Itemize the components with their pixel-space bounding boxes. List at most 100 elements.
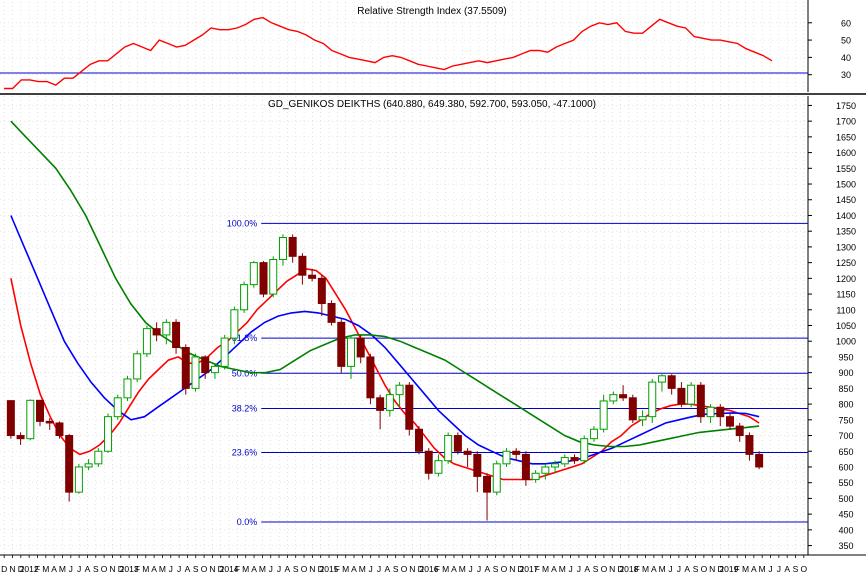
x-tick-label: F: [735, 564, 740, 574]
candle-down: [512, 448, 521, 461]
candle-body: [94, 450, 103, 465]
x-tick-label: D: [1, 564, 7, 574]
candle-body: [16, 435, 25, 440]
candle-body: [706, 406, 715, 418]
candle-body: [6, 400, 15, 437]
candle-down: [317, 275, 326, 317]
x-tick-label: O: [201, 564, 208, 574]
candle-body: [385, 394, 394, 411]
x-tick-label: N: [509, 564, 515, 574]
x-tick-label: M: [159, 564, 166, 574]
candle-down: [36, 399, 45, 427]
candle-up: [230, 306, 239, 345]
moving-averages: [10, 120, 760, 481]
candle-down: [16, 432, 25, 445]
candle-body: [512, 450, 521, 455]
x-tick-label: M: [542, 564, 549, 574]
price-tick-label: 1500: [836, 180, 856, 190]
price-tick-label: 750: [838, 415, 853, 425]
candle-body: [376, 397, 385, 411]
candle-body: [230, 309, 239, 339]
price-tick-label: 1350: [836, 227, 856, 237]
x-tick-label: S: [593, 564, 599, 574]
candle-body: [551, 463, 560, 468]
x-tick-label: O: [101, 564, 108, 574]
x-tick-label: N: [609, 564, 615, 574]
candle-body: [259, 262, 268, 295]
price-tick-label: 1250: [836, 258, 856, 268]
x-tick-label: M: [759, 564, 766, 574]
candle-body: [424, 450, 433, 474]
candle-body: [638, 416, 647, 421]
candle-up: [492, 460, 501, 496]
x-tick-label: M: [459, 564, 466, 574]
candle-body: [133, 353, 142, 380]
candle-body: [366, 356, 375, 399]
candle-down: [424, 448, 433, 480]
candle-body: [444, 435, 453, 462]
candle-body: [356, 337, 365, 358]
x-tick-label: J: [169, 564, 173, 574]
x-tick-label: 2016: [420, 564, 439, 574]
candle-body: [755, 453, 764, 468]
x-tick-label: F: [535, 564, 540, 574]
x-tick-label: J: [568, 564, 572, 574]
x-tick-label: M: [642, 564, 649, 574]
candle-body: [628, 397, 637, 421]
candle-down: [327, 300, 336, 326]
price-tick-label: 1750: [836, 101, 856, 111]
candle-body: [308, 274, 317, 279]
x-tick-label: S: [93, 564, 99, 574]
x-tick-label: J: [469, 564, 473, 574]
candle-body: [55, 422, 64, 437]
candle-down: [696, 382, 705, 423]
x-tick-label: M: [659, 564, 666, 574]
candle-body: [492, 463, 501, 493]
candle-up: [94, 448, 103, 467]
x-tick-label: S: [193, 564, 199, 574]
candle-down: [259, 261, 268, 298]
moving-average-red: [10, 268, 760, 481]
x-tick-label: O: [401, 564, 408, 574]
candle-body: [677, 387, 686, 405]
candle-body: [249, 262, 258, 286]
candle-body: [502, 450, 511, 465]
candle-body: [531, 472, 540, 481]
candle-down: [55, 421, 64, 439]
moving-average-green: [10, 120, 760, 448]
x-tick-label: 2015: [320, 564, 339, 574]
candle-down: [735, 422, 744, 442]
x-tick-label: F: [35, 564, 40, 574]
x-tick-label: A: [784, 564, 790, 574]
candle-up: [123, 375, 132, 401]
candle-body: [609, 394, 618, 402]
x-tick-label: M: [242, 564, 249, 574]
x-tick-label: F: [235, 564, 240, 574]
fib-level-label: 50.0%: [232, 368, 258, 378]
x-tick-label: S: [693, 564, 699, 574]
x-tick-label: A: [551, 564, 557, 574]
x-tick-label: 2018: [619, 564, 638, 574]
candle-up: [657, 374, 666, 392]
x-tick-label: M: [259, 564, 266, 574]
candle-down: [473, 451, 482, 493]
candle-up: [609, 391, 618, 405]
candle-up: [113, 394, 122, 420]
candle-body: [346, 337, 355, 367]
candle-body: [667, 375, 676, 389]
price-tick-label: 900: [838, 368, 853, 378]
x-tick-label: M: [359, 564, 366, 574]
candle-down: [45, 418, 54, 430]
x-tick-label: D: [318, 564, 324, 574]
price-tick-label: 1000: [836, 337, 856, 347]
price-tick-label: 1150: [836, 290, 855, 300]
x-tick-label: O: [701, 564, 708, 574]
candle-body: [589, 428, 598, 440]
candle-down: [181, 344, 190, 395]
candle-up: [531, 470, 540, 483]
candle-up: [687, 382, 696, 408]
fib-level-label: 0.0%: [237, 517, 258, 527]
candle-up: [502, 448, 511, 467]
candle-up: [249, 261, 258, 288]
